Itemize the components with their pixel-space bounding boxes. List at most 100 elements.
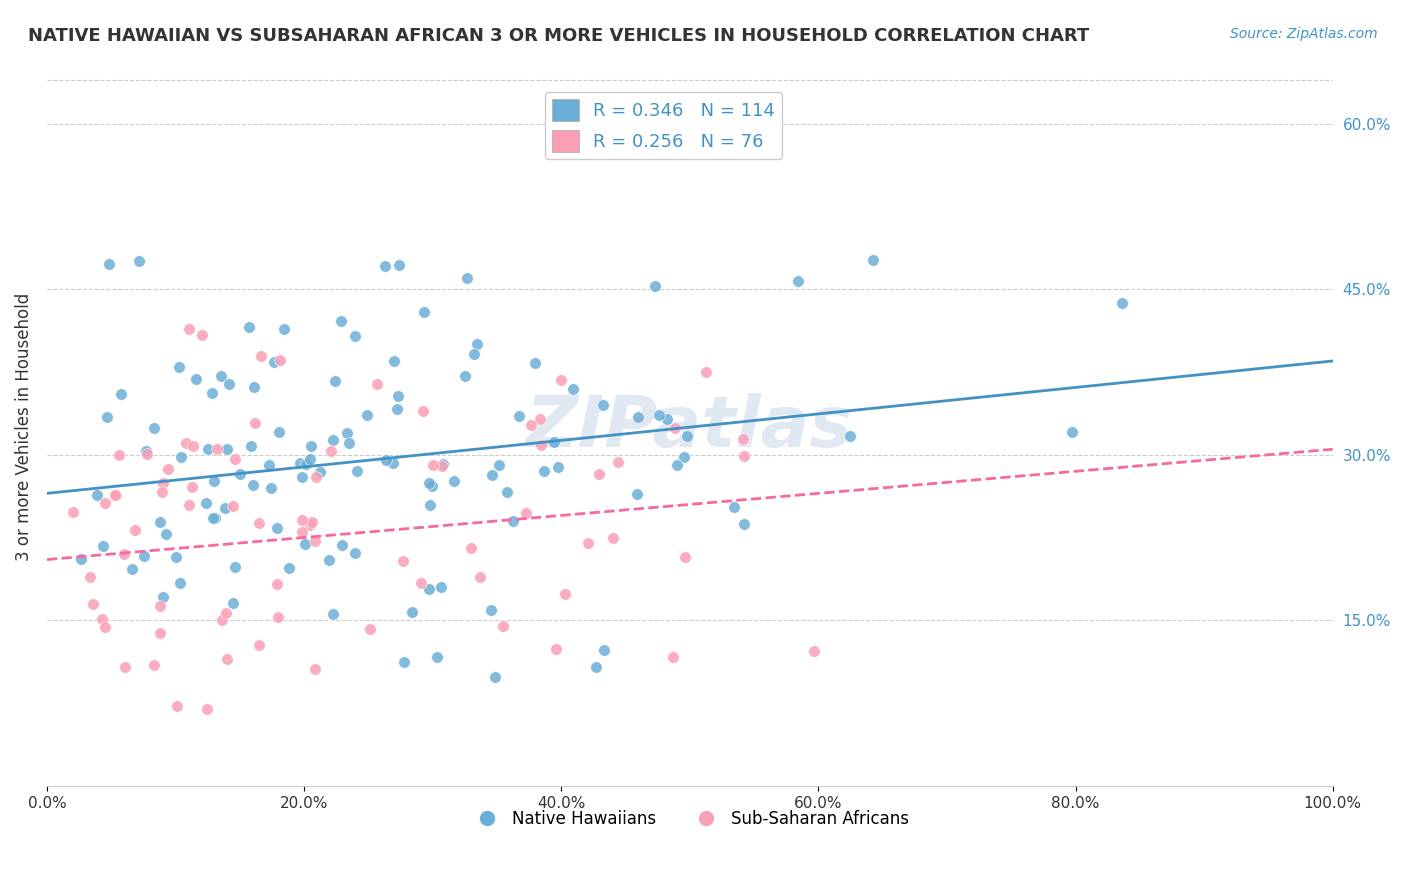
Point — [267, 610, 290, 624]
Point — [243, 379, 266, 393]
Point — [69, 552, 91, 566]
Point — [62, 505, 84, 519]
Point — [304, 662, 326, 676]
Point — [432, 457, 454, 471]
Point — [401, 605, 423, 619]
Point — [322, 607, 344, 621]
Point — [211, 613, 233, 627]
Point — [343, 546, 366, 560]
Point — [152, 476, 174, 491]
Point — [195, 701, 218, 715]
Point — [366, 377, 388, 392]
Point — [90, 612, 112, 626]
Point — [96, 410, 118, 425]
Point — [530, 438, 553, 452]
Point — [385, 402, 408, 417]
Point — [174, 436, 197, 450]
Text: ZIPatlas: ZIPatlas — [526, 392, 853, 462]
Point — [479, 603, 502, 617]
Point — [607, 455, 630, 469]
Point — [195, 496, 218, 510]
Point — [502, 515, 524, 529]
Point — [508, 409, 530, 424]
Point — [484, 670, 506, 684]
Point — [177, 322, 200, 336]
Point — [224, 451, 246, 466]
Point — [588, 467, 610, 481]
Point — [733, 449, 755, 463]
Point — [94, 496, 117, 510]
Point — [214, 606, 236, 620]
Point — [240, 439, 263, 453]
Point — [673, 550, 696, 565]
Point — [124, 523, 146, 537]
Point — [627, 409, 650, 424]
Point — [547, 460, 569, 475]
Point — [662, 650, 685, 665]
Point — [128, 254, 150, 268]
Point — [592, 398, 614, 412]
Point — [723, 500, 745, 515]
Point — [321, 433, 343, 447]
Point — [839, 429, 862, 443]
Point — [201, 386, 224, 401]
Point — [214, 500, 236, 515]
Point — [149, 599, 172, 614]
Point — [420, 479, 443, 493]
Point — [426, 649, 449, 664]
Point — [294, 537, 316, 551]
Y-axis label: 3 or more Vehicles in Household: 3 or more Vehicles in Household — [15, 293, 32, 561]
Point — [585, 660, 607, 674]
Point — [170, 450, 193, 464]
Point — [291, 513, 314, 527]
Point — [468, 570, 491, 584]
Point — [266, 576, 288, 591]
Point — [381, 456, 404, 470]
Legend: Native Hawaiians, Sub-Saharan Africans: Native Hawaiians, Sub-Saharan Africans — [464, 804, 915, 835]
Point — [463, 347, 485, 361]
Point — [229, 467, 252, 481]
Point — [422, 458, 444, 473]
Point — [209, 368, 232, 383]
Point — [149, 516, 172, 530]
Point — [98, 257, 121, 271]
Point — [169, 576, 191, 591]
Point — [247, 516, 270, 530]
Point — [143, 421, 166, 435]
Point — [323, 375, 346, 389]
Point — [305, 470, 328, 484]
Point — [132, 549, 155, 563]
Point — [319, 443, 342, 458]
Point — [250, 349, 273, 363]
Point — [675, 428, 697, 442]
Point — [135, 444, 157, 458]
Point — [561, 382, 583, 396]
Point — [644, 279, 666, 293]
Point — [733, 517, 755, 532]
Point — [249, 638, 271, 652]
Point — [167, 359, 190, 374]
Point — [533, 464, 555, 478]
Point — [554, 587, 576, 601]
Point — [269, 352, 291, 367]
Point — [456, 271, 478, 285]
Point — [524, 356, 547, 370]
Point — [191, 328, 214, 343]
Point — [388, 258, 411, 272]
Point — [374, 259, 396, 273]
Point — [112, 547, 135, 561]
Point — [299, 439, 322, 453]
Point — [626, 487, 648, 501]
Point — [202, 474, 225, 488]
Point — [418, 476, 440, 491]
Point — [344, 329, 367, 343]
Point — [412, 304, 434, 318]
Point — [91, 539, 114, 553]
Point — [337, 436, 360, 450]
Point — [492, 619, 515, 633]
Point — [121, 562, 143, 576]
Point — [224, 559, 246, 574]
Point — [104, 488, 127, 502]
Point — [673, 450, 696, 464]
Point — [695, 365, 717, 379]
